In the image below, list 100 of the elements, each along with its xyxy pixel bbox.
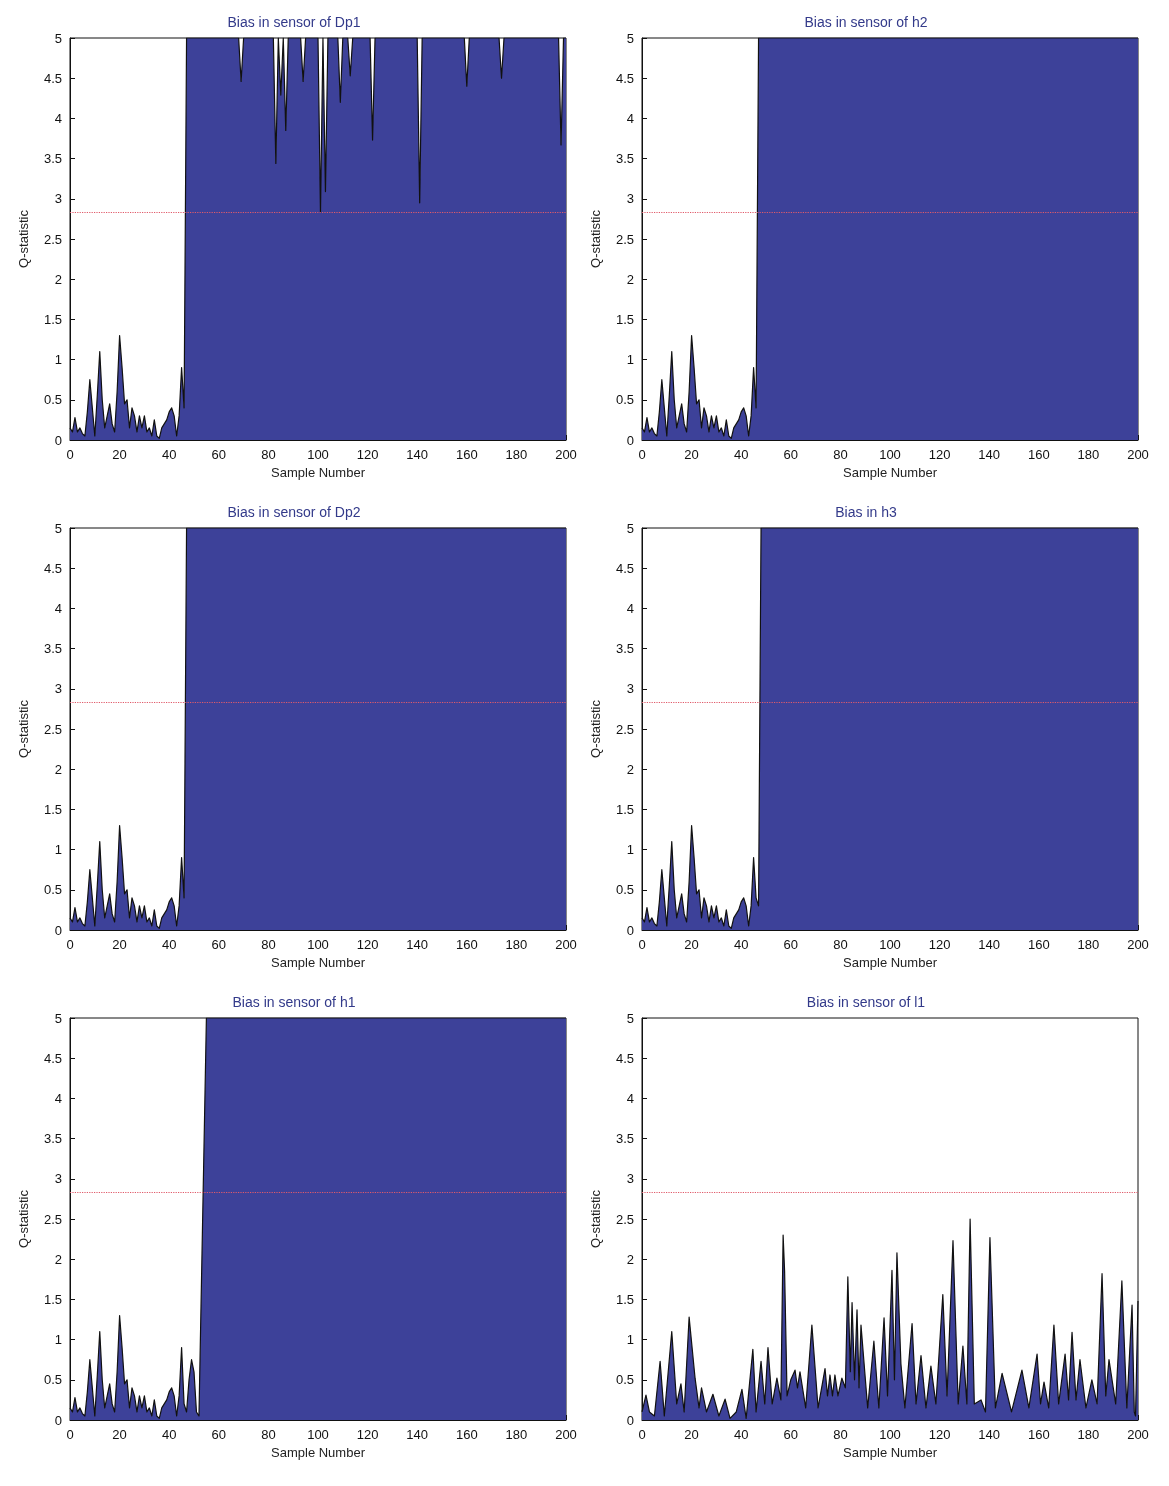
y-tick-label: 4.5 <box>43 1050 62 1066</box>
y-tick-label: 0 <box>54 922 62 938</box>
y-tick-label: 3 <box>626 191 634 207</box>
y-tick-label: 1.5 <box>43 311 62 327</box>
y-tick-label: 5 <box>626 30 634 46</box>
x-tick-label: 40 <box>161 937 177 952</box>
x-tick-label: 180 <box>505 447 528 462</box>
x-axis-title: Sample Number <box>843 464 938 480</box>
x-tick-label: 140 <box>406 1427 429 1442</box>
y-tick-label: 4 <box>626 600 634 616</box>
y-axis-title: Q-statistic <box>588 209 603 268</box>
y-axis-title: Q-statistic <box>16 209 31 268</box>
x-tick-label: 160 <box>455 937 478 952</box>
x-tick-label: 100 <box>879 1427 901 1442</box>
y-axis-title: Q-statistic <box>588 1189 603 1248</box>
x-tick-label: 60 <box>783 937 799 952</box>
x-tick-label: 80 <box>261 937 276 952</box>
x-axis-title: Sample Number <box>843 1444 938 1460</box>
x-tick-label: 40 <box>733 447 749 462</box>
y-tick-label: 3.5 <box>43 641 62 657</box>
x-tick-label: 60 <box>783 1427 799 1442</box>
y-tick-label: 2 <box>54 761 62 777</box>
x-tick-label: 180 <box>505 937 528 952</box>
y-tick-label: 4 <box>626 110 634 126</box>
x-tick-label: 80 <box>833 1427 848 1442</box>
y-tick-label: 2.5 <box>615 1211 634 1227</box>
chart-title: Bias in sensor of Dp1 <box>227 14 361 30</box>
y-tick-label: 4.5 <box>615 560 634 576</box>
x-tick-label: 200 <box>555 937 577 952</box>
x-tick-label: 40 <box>161 1427 177 1442</box>
x-tick-label: 160 <box>1027 1427 1050 1442</box>
y-tick-label: 0 <box>54 432 62 448</box>
x-tick-label: 40 <box>733 937 749 952</box>
x-tick-label: 80 <box>261 1427 276 1442</box>
x-tick-label: 140 <box>978 1427 1001 1442</box>
y-tick-label: 3.5 <box>43 1131 62 1147</box>
x-tick-label: 20 <box>112 447 127 462</box>
x-axis-title: Sample Number <box>271 954 366 970</box>
chart-title: Bias in sensor of Dp2 <box>227 504 361 520</box>
x-tick-label: 140 <box>406 937 429 952</box>
y-tick-label: 1.5 <box>43 1291 62 1307</box>
chart-title: Bias in sensor of h2 <box>804 14 928 30</box>
y-tick-label: 0.5 <box>43 1372 62 1388</box>
x-tick-label: 40 <box>733 1427 749 1442</box>
y-tick-label: 5 <box>626 1010 634 1026</box>
x-tick-label: 180 <box>1077 447 1100 462</box>
y-tick-label: 1.5 <box>43 801 62 817</box>
y-tick-label: 2.5 <box>43 721 62 737</box>
y-tick-label: 5 <box>54 520 62 536</box>
y-tick-label: 2.5 <box>615 231 634 247</box>
x-tick-label: 0 <box>638 937 646 952</box>
x-tick-label: 80 <box>261 447 276 462</box>
x-tick-label: 120 <box>356 447 379 462</box>
y-tick-label: 4 <box>54 600 62 616</box>
y-tick-label: 1.5 <box>615 1291 634 1307</box>
x-tick-label: 40 <box>161 447 177 462</box>
y-tick-label: 0 <box>54 1412 62 1428</box>
chart-title: Bias in h3 <box>835 504 897 520</box>
x-tick-label: 120 <box>356 1427 379 1442</box>
y-tick-label: 3 <box>54 681 62 697</box>
y-tick-label: 0.5 <box>43 392 62 408</box>
y-tick-label: 4.5 <box>615 1050 634 1066</box>
x-tick-label: 160 <box>455 447 478 462</box>
y-tick-label: 1.5 <box>615 311 634 327</box>
x-tick-label: 60 <box>211 447 227 462</box>
x-tick-label: 100 <box>879 937 901 952</box>
y-tick-label: 0.5 <box>615 392 634 408</box>
x-tick-label: 20 <box>112 937 127 952</box>
y-tick-label: 3 <box>54 1171 62 1187</box>
x-tick-label: 140 <box>978 447 1001 462</box>
y-tick-label: 4.5 <box>615 70 634 86</box>
x-tick-label: 80 <box>833 447 848 462</box>
y-tick-label: 5 <box>626 520 634 536</box>
x-tick-label: 20 <box>684 937 699 952</box>
y-tick-label: 1 <box>626 842 634 858</box>
x-tick-label: 200 <box>1127 1427 1149 1442</box>
x-tick-label: 200 <box>1127 937 1149 952</box>
y-tick-label: 4 <box>54 110 62 126</box>
x-tick-label: 200 <box>555 447 577 462</box>
x-tick-label: 120 <box>928 447 951 462</box>
y-tick-label: 2.5 <box>43 231 62 247</box>
y-tick-label: 1 <box>626 1332 634 1348</box>
x-tick-label: 140 <box>406 447 429 462</box>
x-tick-label: 120 <box>356 937 379 952</box>
y-axis-title: Q-statistic <box>16 1189 31 1248</box>
y-tick-label: 4.5 <box>43 70 62 86</box>
x-tick-label: 120 <box>928 937 951 952</box>
x-axis-title: Sample Number <box>271 1444 366 1460</box>
y-tick-label: 2 <box>626 761 634 777</box>
y-tick-label: 1 <box>54 842 62 858</box>
y-tick-label: 2 <box>626 1251 634 1267</box>
y-tick-label: 4 <box>626 1090 634 1106</box>
x-tick-label: 0 <box>638 447 646 462</box>
y-tick-label: 2.5 <box>615 721 634 737</box>
x-tick-label: 160 <box>1027 447 1050 462</box>
x-tick-label: 160 <box>455 1427 478 1442</box>
x-tick-label: 60 <box>211 937 227 952</box>
y-tick-label: 1.5 <box>615 801 634 817</box>
x-tick-label: 80 <box>833 937 848 952</box>
y-tick-label: 0.5 <box>615 1372 634 1388</box>
